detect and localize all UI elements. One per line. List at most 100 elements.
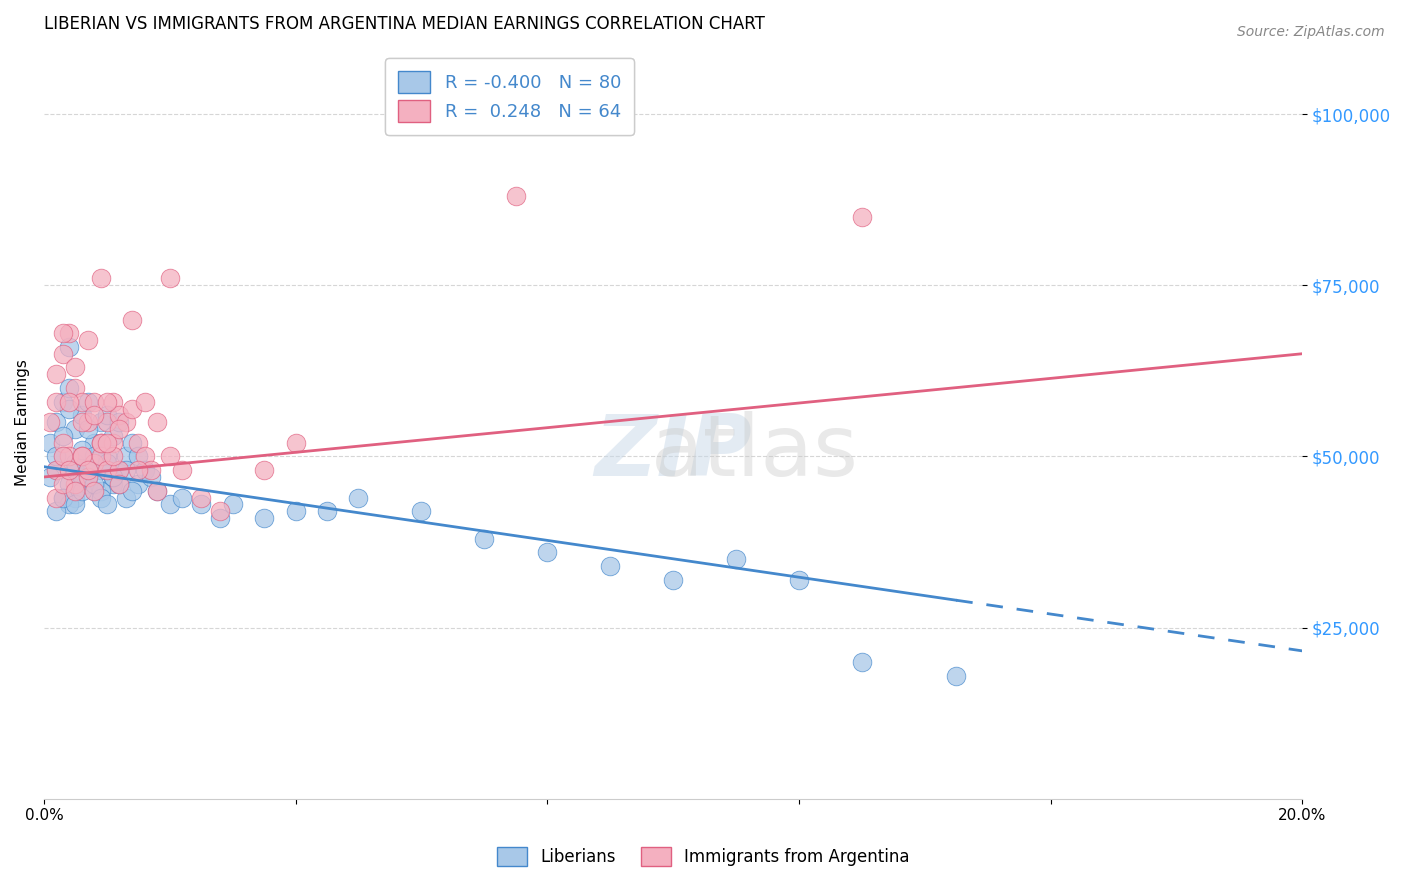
Point [134, 394, 156, 409]
Point [121, 401, 143, 416]
Point [101, 450, 124, 464]
Point [114, 463, 136, 477]
Y-axis label: Median Earnings: Median Earnings [15, 359, 30, 485]
Point [96, 415, 118, 429]
Point [45, 415, 67, 429]
Point [45, 491, 67, 505]
Point [83, 483, 105, 498]
Legend: R = -0.400   N = 80, R =  0.248   N = 64: R = -0.400 N = 80, R = 0.248 N = 64 [385, 59, 634, 135]
Point [39, 470, 62, 484]
Point [787, 573, 810, 587]
Point [108, 422, 131, 436]
Point [70, 470, 93, 484]
Point [146, 483, 169, 498]
Point [65, 456, 87, 470]
Point [52, 450, 75, 464]
Point [96, 394, 118, 409]
Point [83, 409, 105, 423]
Point [52, 326, 75, 341]
Point [70, 394, 93, 409]
Point [58, 394, 80, 409]
Point [39, 435, 62, 450]
Point [89, 271, 111, 285]
Point [139, 463, 162, 477]
Point [70, 450, 93, 464]
Point [52, 347, 75, 361]
Point [77, 333, 100, 347]
Point [108, 463, 131, 477]
Point [52, 476, 75, 491]
Point [58, 381, 80, 395]
Point [45, 394, 67, 409]
Point [284, 435, 307, 450]
Point [505, 189, 527, 203]
Point [172, 491, 194, 505]
Point [127, 476, 149, 491]
Point [114, 415, 136, 429]
Point [83, 476, 105, 491]
Point [77, 476, 100, 491]
Point [114, 450, 136, 464]
Point [89, 435, 111, 450]
Point [52, 435, 75, 450]
Point [65, 422, 87, 436]
Point [58, 401, 80, 416]
Point [52, 429, 75, 443]
Point [83, 435, 105, 450]
Point [70, 409, 93, 423]
Point [209, 504, 232, 518]
Point [101, 476, 124, 491]
Point [96, 435, 118, 450]
Point [77, 470, 100, 484]
Point [108, 463, 131, 477]
Point [536, 545, 558, 559]
Point [83, 450, 105, 464]
Point [77, 415, 100, 429]
Point [108, 415, 131, 429]
Point [89, 491, 111, 505]
Point [77, 394, 100, 409]
Point [65, 483, 87, 498]
Point [52, 491, 75, 505]
Point [89, 463, 111, 477]
Point [411, 504, 433, 518]
Point [190, 497, 212, 511]
Point [101, 470, 124, 484]
Point [108, 476, 131, 491]
Point [101, 470, 124, 484]
Point [253, 511, 276, 525]
Point [96, 409, 118, 423]
Point [45, 463, 67, 477]
Point [159, 450, 181, 464]
Point [347, 491, 370, 505]
Point [316, 504, 339, 518]
Point [253, 463, 276, 477]
Point [945, 668, 967, 682]
Point [45, 463, 67, 477]
Point [77, 422, 100, 436]
Point [121, 435, 143, 450]
Point [851, 655, 873, 669]
Point [83, 456, 105, 470]
Point [134, 463, 156, 477]
Point [221, 497, 243, 511]
Point [65, 476, 87, 491]
Point [58, 476, 80, 491]
Point [77, 470, 100, 484]
Point [121, 483, 143, 498]
Point [101, 429, 124, 443]
Point [58, 340, 80, 354]
Point [52, 450, 75, 464]
Point [134, 450, 156, 464]
Point [65, 463, 87, 477]
Point [70, 450, 93, 464]
Point [472, 532, 495, 546]
Text: atlas: atlas [651, 411, 859, 494]
Text: Source: ZipAtlas.com: Source: ZipAtlas.com [1237, 25, 1385, 39]
Point [65, 483, 87, 498]
Point [58, 497, 80, 511]
Point [172, 463, 194, 477]
Point [83, 394, 105, 409]
Point [65, 381, 87, 395]
Point [70, 415, 93, 429]
